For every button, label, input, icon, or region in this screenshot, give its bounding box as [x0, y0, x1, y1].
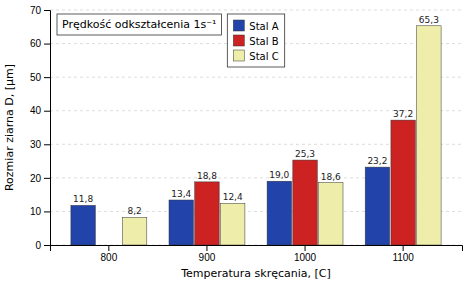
y-tick: 30	[30, 139, 50, 150]
y-tick-mark	[44, 211, 50, 212]
y-tick: 40	[30, 105, 50, 116]
x-tick-mark	[206, 245, 207, 251]
y-tick-label: 0	[35, 240, 41, 251]
grid-line	[50, 10, 462, 11]
x-tick-mark	[305, 245, 306, 251]
bar	[391, 120, 415, 245]
y-tick-label: 70	[30, 5, 42, 16]
y-tick: 0	[35, 240, 50, 251]
bar	[319, 183, 343, 245]
y-tick-mark	[44, 144, 50, 145]
x-tick-label: 900	[199, 252, 216, 263]
x-tick-label: 800	[101, 252, 118, 263]
grid	[50, 10, 462, 245]
x-axis: 800 900 1000 1100	[51, 245, 463, 263]
y-axis: 0 10 20 30 40 50 60 70	[30, 5, 51, 251]
data-label: 12,4	[223, 192, 243, 202]
legend-swatch	[233, 50, 244, 61]
series	[195, 120, 416, 245]
legend-label: Stal C	[249, 51, 278, 62]
data-label: 8,2	[127, 206, 141, 216]
x-tick-mark	[403, 245, 404, 251]
data-labels: 11,8 13,4 19,0 23,2 18,8 25,3 37,2 8,2 12,4 18,6 6…	[73, 15, 439, 217]
bar	[293, 160, 317, 245]
bar	[365, 167, 389, 245]
x-tick: 900	[199, 245, 216, 263]
x-axis-line	[51, 246, 463, 252]
y-tick-mark	[44, 44, 50, 45]
title-frame	[57, 14, 222, 35]
data-label: 19,0	[269, 170, 289, 180]
y-tick-label: 10	[30, 206, 42, 217]
x-tick-mark	[108, 245, 109, 251]
legend-swatch	[233, 20, 244, 31]
bar	[220, 203, 244, 245]
bars	[71, 26, 441, 245]
grid-line	[50, 77, 462, 78]
data-label: 11,8	[73, 194, 93, 204]
plot: 0 10 20 30 40 50 60 70 800 900 1000 1100 11,8 13,4 19,…	[30, 5, 463, 263]
x-tick: 1100	[392, 245, 414, 263]
chart: 0 10 20 30 40 50 60 70 800 900 1000 1100 11,8 13,4 19,…	[0, 0, 472, 283]
x-tick: 800	[101, 245, 118, 263]
bar	[195, 182, 219, 245]
x-tick-label: 1000	[294, 252, 317, 263]
legend-item: Stal B	[233, 35, 278, 47]
bar	[417, 26, 441, 245]
bar	[267, 181, 291, 245]
y-tick-label: 30	[30, 139, 42, 150]
legend-label: Stal A	[249, 21, 278, 32]
y-tick-label: 40	[30, 105, 42, 116]
legend-frame	[227, 14, 284, 67]
y-tick-mark	[44, 245, 50, 246]
y-tick: 70	[30, 5, 50, 16]
series	[71, 167, 390, 245]
y-tick-label: 60	[30, 38, 42, 49]
legend: Stal A Stal B Stal C	[227, 14, 284, 67]
y-tick-mark	[44, 77, 50, 78]
x-tick-label: 1100	[392, 252, 414, 263]
data-label: 23,2	[367, 156, 387, 166]
bar	[169, 200, 193, 245]
legend-label: Stal B	[249, 36, 278, 47]
y-tick: 50	[30, 72, 50, 83]
data-label: 37,2	[393, 109, 413, 119]
y-tick-mark	[44, 10, 50, 11]
x-axis-title: Temperatura skręcania, [C]	[180, 267, 331, 280]
y-tick: 10	[30, 206, 50, 217]
data-label: 18,6	[321, 172, 341, 182]
bar	[122, 217, 146, 245]
legend-swatch	[233, 35, 244, 46]
x-tick: 1000	[294, 245, 317, 263]
y-tick-mark	[44, 111, 50, 112]
data-label: 25,3	[295, 149, 315, 159]
data-label: 65,3	[419, 15, 439, 25]
bar	[71, 205, 95, 245]
title: Prędkość odkształcenia 1s⁻¹	[62, 18, 217, 31]
y-tick-mark	[44, 178, 50, 179]
legend-item: Stal A	[233, 20, 278, 32]
data-label: 18,8	[197, 171, 217, 181]
y-axis-title: Rozmiar ziarna D, [µm]	[3, 64, 16, 191]
legend-item: Stal C	[233, 50, 278, 62]
y-tick-label: 50	[30, 72, 42, 83]
title-box: Prędkość odkształcenia 1s⁻¹	[57, 14, 222, 35]
y-tick-label: 20	[30, 173, 42, 184]
y-axis-line	[44, 11, 51, 246]
y-tick: 20	[30, 173, 50, 184]
y-tick: 60	[30, 38, 50, 49]
data-label: 13,4	[171, 189, 191, 199]
